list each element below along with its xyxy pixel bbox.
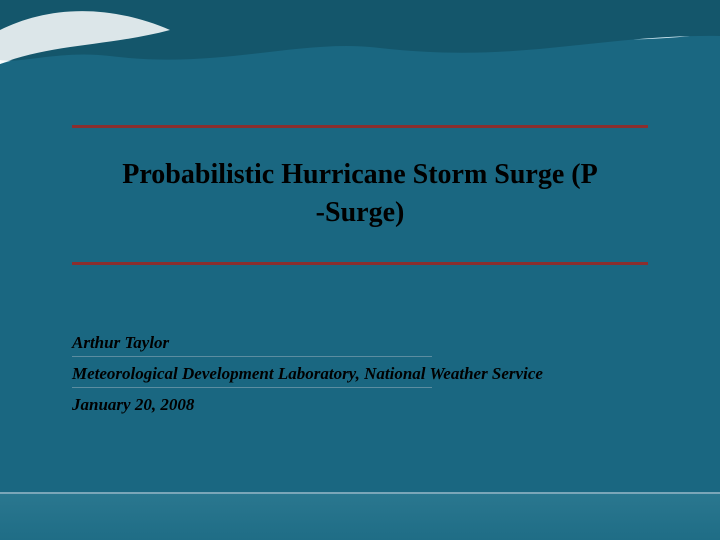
title-line-2: -Surge) bbox=[316, 197, 405, 228]
title-box: Probabilistic Hurricane Storm Surge (P -… bbox=[72, 125, 648, 265]
affiliation: Meteorological Development Laboratory, N… bbox=[72, 360, 648, 386]
footer-band bbox=[0, 492, 720, 540]
header-wave-graphic bbox=[0, 0, 720, 90]
slide-title: Probabilistic Hurricane Storm Surge (P -… bbox=[82, 156, 638, 232]
presentation-date: January 20, 2008 bbox=[72, 391, 648, 417]
divider-2 bbox=[72, 387, 432, 388]
author-block: Arthur Taylor Meteorological Development… bbox=[72, 329, 648, 417]
divider-1 bbox=[72, 356, 432, 357]
slide-content: Probabilistic Hurricane Storm Surge (P -… bbox=[72, 125, 648, 417]
title-line-1: Probabilistic Hurricane Storm Surge (P bbox=[122, 159, 597, 190]
wave-svg bbox=[0, 0, 720, 90]
footer-fill bbox=[0, 494, 720, 540]
author-name: Arthur Taylor bbox=[72, 329, 648, 355]
